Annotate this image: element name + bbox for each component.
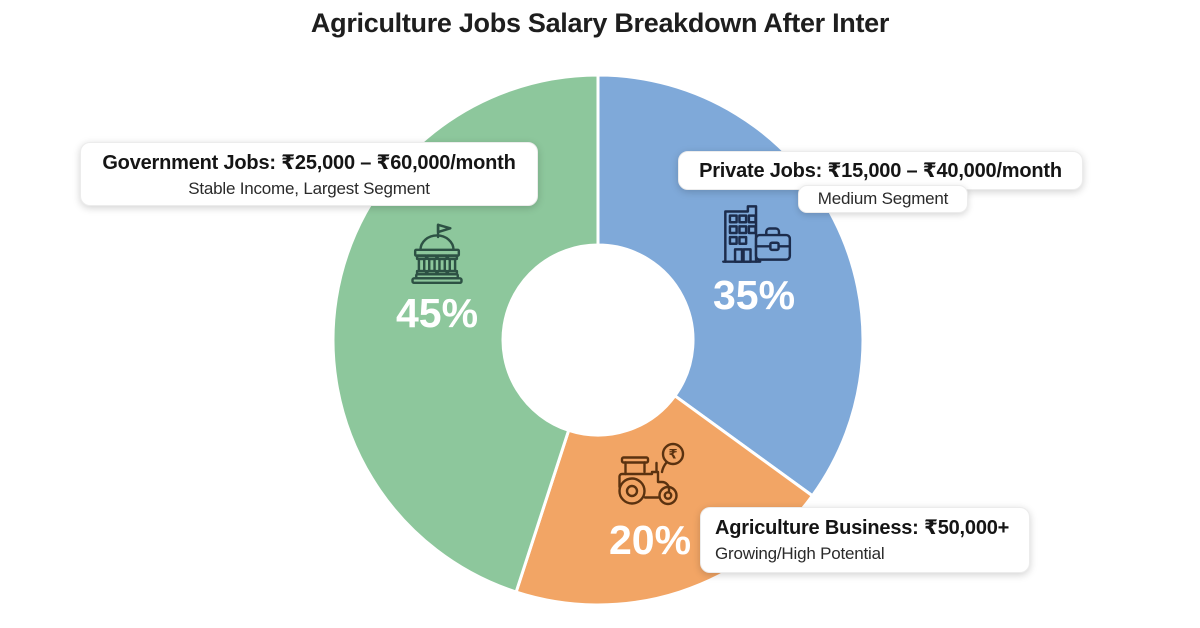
callout-subtitle: Stable Income, Largest Segment	[188, 179, 430, 198]
office-building-briefcase-icon	[722, 205, 792, 263]
slice-percent-label: 20%	[608, 517, 692, 563]
government-building-icon	[411, 223, 463, 285]
tractor-rupee-icon: ₹	[618, 442, 685, 506]
slice-overlay-government: 45%	[365, 220, 509, 334]
callout-private-jobs-subtitle: Medium Segment	[798, 185, 968, 213]
page-title: Agriculture Jobs Salary Breakdown After …	[310, 8, 890, 38]
slice-percent-label: 35%	[712, 272, 796, 318]
callout-title: Agriculture Business: ₹50,000+	[715, 517, 1010, 539]
callout-government-jobs: Government Jobs: ₹25,000 – ₹60,000/month…	[80, 142, 538, 206]
svg-text:₹: ₹	[668, 448, 677, 463]
callout-private-jobs: Private Jobs: ₹15,000 – ₹40,000/month	[678, 151, 1083, 190]
callout-title: Private Jobs: ₹15,000 – ₹40,000/month	[699, 160, 1062, 182]
slice-overlay-private: 35%	[682, 198, 826, 316]
callout-title: Government Jobs: ₹25,000 – ₹60,000/month	[102, 152, 516, 174]
callout-agriculture-business: Agriculture Business: ₹50,000+ Growing/H…	[700, 507, 1030, 573]
slice-percent-label: 45%	[395, 290, 479, 336]
callout-subtitle: Growing/High Potential	[715, 544, 885, 563]
slice-overlay-business: ₹ 20%	[578, 441, 722, 561]
